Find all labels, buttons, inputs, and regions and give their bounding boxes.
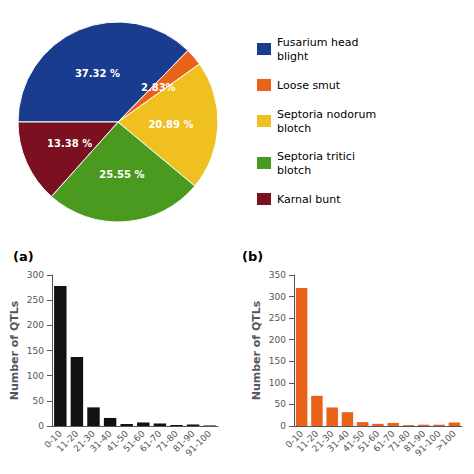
svg-text:200: 200 [27, 320, 44, 330]
svg-text:300: 300 [269, 292, 286, 302]
svg-text:61-70: 61-70 [137, 428, 164, 454]
svg-text:71-80: 71-80 [154, 428, 180, 454]
svg-text:50: 50 [275, 399, 287, 409]
svg-text:0-10: 0-10 [283, 428, 306, 450]
svg-text:20.89 %: 20.89 % [148, 119, 193, 130]
svg-text:Loose smut: Loose smut [277, 79, 341, 92]
svg-text:61-70: 61-70 [371, 428, 397, 454]
svg-text:37.32 %: 37.32 % [75, 68, 120, 79]
svg-text:21-30: 21-30 [310, 428, 336, 454]
svg-text:(b): (b) [242, 249, 263, 264]
svg-text:Septoria tritici: Septoria tritici [277, 150, 355, 163]
svg-text:91-100: 91-100 [184, 428, 214, 458]
svg-text:Number of QTLs: Number of QTLs [8, 300, 21, 400]
svg-text:41-50: 41-50 [104, 428, 131, 454]
svg-text:51-60: 51-60 [121, 428, 147, 454]
svg-text:2.83%: 2.83% [141, 82, 176, 93]
svg-text:200: 200 [269, 335, 286, 345]
svg-text:51-60: 51-60 [356, 428, 382, 454]
svg-text:150: 150 [269, 356, 286, 366]
svg-text:11-20: 11-20 [54, 428, 81, 454]
svg-text:91-100: 91-100 [413, 428, 443, 458]
svg-text:81-90: 81-90 [171, 428, 197, 454]
svg-text:50: 50 [33, 396, 45, 406]
svg-text:31-40: 31-40 [325, 428, 351, 454]
svg-text:Septoria nodorum: Septoria nodorum [277, 108, 376, 121]
svg-text:11-20: 11-20 [294, 428, 321, 454]
svg-text:31-40: 31-40 [88, 428, 114, 454]
svg-text:81-90: 81-90 [401, 428, 428, 454]
svg-text:71-80: 71-80 [386, 428, 413, 454]
svg-text:blight: blight [277, 50, 309, 63]
svg-text:blotch: blotch [277, 122, 311, 135]
svg-text:250: 250 [269, 313, 286, 323]
svg-text:25.55 %: 25.55 % [99, 169, 144, 180]
svg-text:350: 350 [269, 270, 286, 280]
svg-text:0: 0 [38, 421, 44, 431]
svg-text:100: 100 [27, 371, 44, 381]
svg-text:blotch: blotch [277, 164, 311, 177]
svg-text:0: 0 [280, 421, 286, 431]
svg-text:Number of QTLs: Number of QTLs [250, 300, 263, 400]
svg-text:300: 300 [27, 270, 44, 280]
svg-text:(a): (a) [13, 249, 34, 264]
svg-text:0-10: 0-10 [42, 428, 64, 450]
svg-text:13.38 %: 13.38 % [47, 138, 92, 149]
svg-text:41-50: 41-50 [340, 428, 367, 454]
svg-text:150: 150 [27, 346, 44, 356]
svg-text:21-30: 21-30 [71, 428, 97, 454]
svg-text:250: 250 [27, 295, 44, 305]
svg-text:Fusarium head: Fusarium head [277, 36, 358, 49]
svg-text:Karnal bunt: Karnal bunt [277, 193, 341, 206]
svg-text:>100: >100 [433, 428, 458, 453]
svg-text:100: 100 [269, 378, 286, 388]
